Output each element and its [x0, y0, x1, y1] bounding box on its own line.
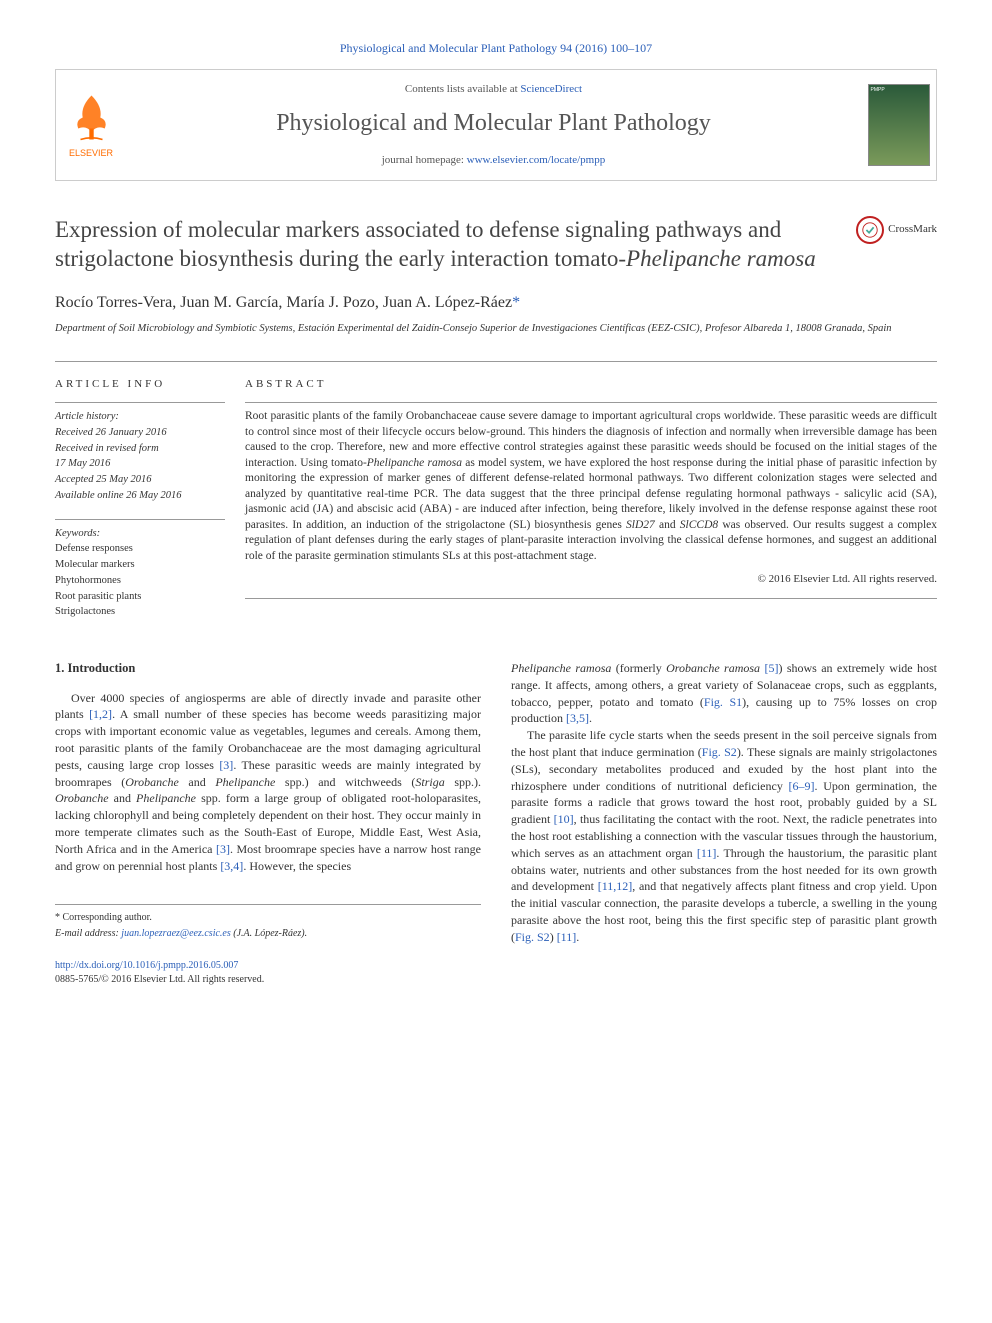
history-revised-1: Received in revised form [55, 441, 225, 457]
email-label: E-mail address: [55, 928, 121, 939]
authors-text: Rocío Torres-Vera, Juan M. García, María… [55, 294, 512, 311]
crossmark-label: CrossMark [888, 222, 937, 237]
article-info-heading: ARTICLE INFO [55, 377, 225, 392]
email-author-name: (J.A. López-Ráez). [231, 928, 307, 939]
elsevier-label: ELSEVIER [69, 147, 113, 160]
history-online: Available online 26 May 2016 [55, 488, 225, 504]
article-title: Expression of molecular markers associat… [55, 216, 856, 274]
contents-available-line: Contents lists available at ScienceDirec… [136, 82, 851, 97]
history-accepted: Accepted 25 May 2016 [55, 472, 225, 488]
journal-cover-thumbnail[interactable]: PMPP [861, 70, 936, 180]
abstract-copyright: © 2016 Elsevier Ltd. All rights reserved… [245, 572, 937, 598]
running-header-citation: Physiological and Molecular Plant Pathol… [55, 40, 937, 57]
crossmark-badge[interactable]: CrossMark [856, 216, 937, 244]
introduction-heading: 1. Introduction [55, 660, 481, 678]
doi-block: http://dx.doi.org/10.1016/j.pmpp.2016.05… [55, 959, 481, 987]
keyword-item: Root parasitic plants [55, 589, 225, 605]
homepage-prefix: journal homepage: [382, 154, 467, 166]
sciencedirect-link[interactable]: ScienceDirect [520, 83, 582, 95]
abstract-column: ABSTRACT Root parasitic plants of the fa… [245, 377, 937, 620]
journal-homepage-line: journal homepage: www.elsevier.com/locat… [136, 153, 851, 168]
keywords-label: Keywords: [55, 526, 225, 542]
corresponding-marker: * [512, 294, 520, 311]
history-revised-2: 17 May 2016 [55, 456, 225, 472]
header-center: Contents lists available at ScienceDirec… [126, 70, 861, 180]
keyword-item: Molecular markers [55, 557, 225, 573]
keywords-block: Keywords: Defense responses Molecular ma… [55, 519, 225, 621]
corresponding-note: * Corresponding author. [55, 911, 481, 925]
body-column-right: Phelipanche ramosa (formerly Orobanche r… [511, 660, 937, 987]
body-column-left: 1. Introduction Over 4000 species of ang… [55, 660, 481, 987]
body-two-column: 1. Introduction Over 4000 species of ang… [55, 660, 937, 987]
issn-copyright: 0885-5765/© 2016 Elsevier Ltd. All right… [55, 973, 481, 987]
author-list: Rocío Torres-Vera, Juan M. García, María… [55, 292, 937, 314]
journal-header-box: ELSEVIER Contents lists available at Sci… [55, 69, 937, 181]
email-line: E-mail address: juan.lopezraez@eez.csic.… [55, 927, 481, 941]
affiliation: Department of Soil Microbiology and Symb… [55, 322, 937, 336]
article-info-column: ARTICLE INFO Article history: Received 2… [55, 377, 245, 620]
elsevier-logo[interactable]: ELSEVIER [56, 70, 126, 180]
section-divider [55, 361, 937, 362]
history-received: Received 26 January 2016 [55, 425, 225, 441]
elsevier-tree-icon [69, 90, 114, 145]
keyword-item: Strigolactones [55, 604, 225, 620]
crossmark-icon [856, 216, 884, 244]
journal-homepage-link[interactable]: www.elsevier.com/locate/pmpp [467, 154, 606, 166]
article-history: Article history: Received 26 January 201… [55, 402, 225, 504]
history-label: Article history: [55, 409, 225, 425]
corresponding-email-link[interactable]: juan.lopezraez@eez.csic.es [121, 928, 230, 939]
keyword-item: Defense responses [55, 541, 225, 557]
doi-link[interactable]: http://dx.doi.org/10.1016/j.pmpp.2016.05… [55, 960, 238, 971]
keyword-item: Phytohormones [55, 573, 225, 589]
cover-label: PMPP [871, 87, 885, 94]
contents-prefix: Contents lists available at [405, 83, 520, 95]
cover-image: PMPP [868, 84, 930, 166]
abstract-text: Root parasitic plants of the family Orob… [245, 402, 937, 564]
corresponding-author-footer: * Corresponding author. E-mail address: … [55, 904, 481, 941]
abstract-heading: ABSTRACT [245, 377, 937, 392]
intro-paragraph-1: Over 4000 species of angiosperms are abl… [55, 690, 481, 875]
intro-paragraph-2: Phelipanche ramosa (formerly Orobanche r… [511, 660, 937, 727]
journal-title: Physiological and Molecular Plant Pathol… [136, 107, 851, 141]
intro-paragraph-3: The parasite life cycle starts when the … [511, 727, 937, 945]
